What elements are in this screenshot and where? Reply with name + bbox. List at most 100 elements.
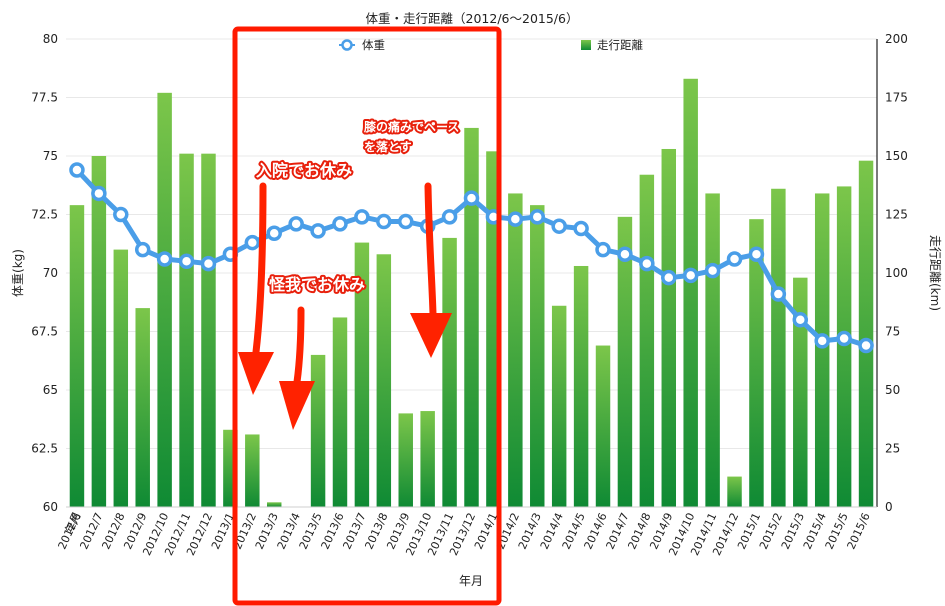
y-right-tick-label: 125 [885, 208, 908, 222]
weight-point [159, 253, 171, 265]
y-left-tick-label: 70 [43, 266, 58, 280]
weight-point [356, 211, 368, 223]
y-right-tick-label: 75 [885, 325, 900, 339]
weight-point [334, 218, 346, 230]
bar [245, 434, 259, 507]
weight-point [312, 225, 324, 237]
bar [399, 413, 413, 507]
weight-point [838, 333, 850, 345]
weight-point [729, 253, 741, 265]
weight-point [794, 314, 806, 326]
x-axis-label: 年月 [459, 574, 483, 588]
bar [552, 306, 566, 507]
bar-series-distance [70, 79, 874, 507]
weight-point [268, 227, 280, 239]
weight-point [246, 237, 258, 249]
y-axis-right-label: 走行距離(km) [928, 235, 942, 311]
bar [705, 193, 719, 507]
weight-point [137, 244, 149, 256]
bar [442, 238, 456, 507]
legend: 体重 走行距離 [339, 38, 643, 52]
annotation-knee-line1: 膝の痛みでペース [364, 119, 459, 134]
legend-distance-label: 走行距離 [597, 38, 643, 52]
weight-point [466, 192, 478, 204]
y-right-tick-label: 200 [885, 32, 908, 46]
legend-item-distance: 走行距離 [581, 38, 643, 52]
weight-point [816, 335, 828, 347]
weight-point [444, 211, 456, 223]
weight-point [531, 211, 543, 223]
bar [859, 161, 873, 507]
bar [508, 193, 522, 507]
bar [114, 250, 128, 507]
bar [420, 411, 434, 507]
weight-point [202, 258, 214, 270]
y-left-tick-label: 67.5 [31, 325, 58, 339]
legend-item-weight: 体重 [339, 38, 385, 52]
annotation-hospital: 入院でお休み [256, 161, 352, 180]
bar [201, 154, 215, 507]
weight-point [290, 218, 302, 230]
bar [530, 205, 544, 507]
bar [267, 502, 281, 507]
bar [464, 128, 478, 507]
weight-point [575, 223, 587, 235]
y-left-tick-label: 72.5 [31, 208, 58, 222]
bar [640, 175, 654, 507]
bar [179, 154, 193, 507]
annotation-knee-line2: を落とす [364, 139, 412, 154]
weight-point [772, 288, 784, 300]
bar [311, 355, 325, 507]
weight-point [400, 216, 412, 228]
bar [135, 308, 149, 507]
bar [771, 189, 785, 507]
legend-weight-marker [343, 41, 352, 50]
y-right-tick-label: 100 [885, 266, 908, 280]
y-left-tick-label: 80 [43, 32, 58, 46]
y-left-tick-label: 65 [43, 383, 58, 397]
weight-point [663, 272, 675, 284]
bar [92, 156, 106, 507]
bar [837, 186, 851, 507]
y-left-tick-label: 77.5 [31, 91, 58, 105]
weight-point [181, 255, 193, 267]
bar [727, 477, 741, 507]
weight-point [115, 209, 127, 221]
legend-distance-swatch [581, 40, 591, 50]
y-left-tick-label: 62.5 [31, 442, 58, 456]
y-right-tick-label: 50 [885, 383, 900, 397]
weight-point [860, 340, 872, 352]
annotation-injury: 怪我でお休み [269, 275, 365, 294]
weight-point [619, 248, 631, 260]
bar [70, 205, 84, 507]
bar [683, 79, 697, 507]
weight-point [553, 220, 565, 232]
bar [815, 193, 829, 507]
y-left-tick-label: 75 [43, 149, 58, 163]
weight-point [750, 248, 762, 260]
bar [377, 254, 391, 507]
x-axis-corner-label: 年月 [62, 509, 84, 535]
weight-point [641, 258, 653, 270]
bar [157, 93, 171, 507]
weight-point [597, 244, 609, 256]
weight-point [93, 187, 105, 199]
weight-point [71, 164, 83, 176]
bar [333, 317, 347, 507]
arrow-injury [279, 310, 315, 430]
weight-point [509, 213, 521, 225]
weight-point [685, 269, 697, 281]
y-left-tick-label: 60 [43, 500, 58, 514]
weight-point [707, 265, 719, 277]
chart-title: 体重・走行距離（2012/6〜2015/6） [366, 11, 579, 26]
legend-weight-label: 体重 [362, 38, 385, 52]
y-axis-left-label: 体重(kg) [11, 249, 25, 297]
y-right-tick-label: 150 [885, 149, 908, 163]
y-right-tick-label: 25 [885, 442, 900, 456]
y-right-tick-label: 175 [885, 91, 908, 105]
bar [596, 346, 610, 507]
y-right-tick-label: 0 [885, 500, 893, 514]
bar [662, 149, 676, 507]
